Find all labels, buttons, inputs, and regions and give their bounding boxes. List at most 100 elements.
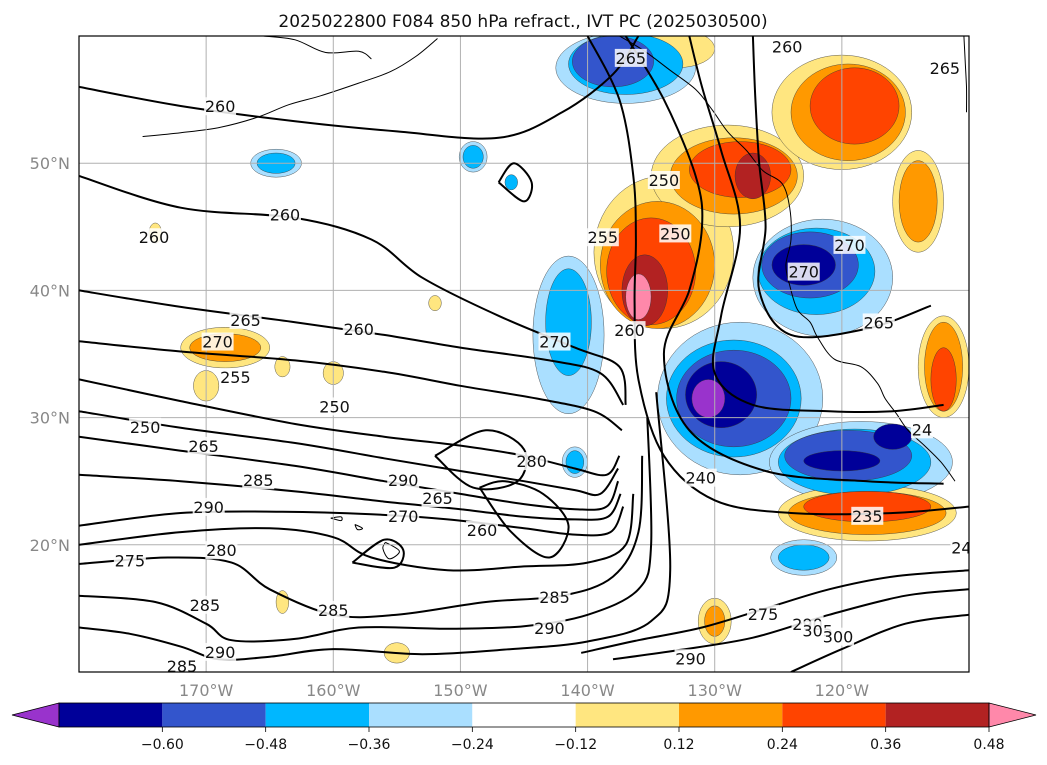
contour-label-bg — [387, 471, 420, 490]
contour-label: 280 — [206, 541, 237, 560]
contour-label-bg — [910, 420, 933, 439]
contour-label-bg — [387, 506, 420, 525]
contour-label: 270 — [834, 236, 865, 255]
coastline — [382, 541, 400, 560]
colorbar-tick-label: 0.36 — [870, 737, 901, 753]
contour-270 — [497, 162, 533, 203]
contour-label-bg — [113, 551, 146, 570]
contour-label: 285 — [243, 471, 274, 490]
x-tick-label: 150°W — [433, 681, 488, 700]
contour-280 — [612, 588, 969, 661]
contour-label-bg — [787, 262, 820, 281]
contour-label: 285 — [167, 657, 198, 676]
contour-265 — [79, 289, 625, 406]
contour-285 — [79, 417, 653, 643]
contour-label: 265 — [930, 59, 961, 78]
contour-label: 265 — [230, 311, 261, 330]
contour-label: 255 — [220, 368, 251, 387]
contour-label-bg — [204, 97, 237, 116]
contour-label: 290 — [534, 619, 565, 638]
contour-label-bg — [538, 332, 571, 351]
contour-275 — [79, 506, 625, 537]
colorbar-tick-label: −0.48 — [244, 737, 287, 753]
contour-label: 280 — [516, 452, 547, 471]
colorbar-tick-label: −0.36 — [348, 737, 391, 753]
contour-280 — [79, 493, 635, 572]
ivt-shaded-region — [809, 67, 900, 145]
contour-260 — [79, 36, 640, 140]
contour-label: 265 — [863, 313, 894, 332]
colorbar-extend-low — [11, 702, 60, 728]
colorbar-tick-label: −0.60 — [141, 737, 184, 753]
contour-label: 290 — [205, 643, 236, 662]
contour-270 — [79, 340, 623, 432]
x-axis-ticks: 170°W 160°W 150°W 140°W 130°W 120°W — [179, 681, 869, 700]
contour-label: 285 — [190, 596, 221, 615]
x-tick-label: 120°W — [815, 681, 870, 700]
contour-label: 260 — [343, 320, 374, 339]
contour-265 — [351, 538, 405, 570]
colorbar-segment — [472, 703, 576, 727]
contour-label-bg — [204, 642, 237, 661]
coastline — [263, 36, 372, 60]
contour-label: 290 — [675, 649, 706, 668]
contour-240 — [624, 36, 944, 485]
contour-label-bg — [219, 368, 252, 387]
contour-label-bg — [165, 656, 198, 672]
contour-labels: 2652602652602602602652702602552502502652… — [113, 37, 971, 676]
ivt-shaded-region — [462, 145, 484, 169]
map-frame — [78, 35, 970, 673]
colorbar-segment — [575, 703, 679, 727]
contour-label: 250 — [130, 418, 161, 437]
contour-label-bg — [515, 452, 548, 471]
contour-label: 250 — [649, 171, 680, 190]
contour-label: 265 — [422, 489, 453, 508]
contour-label: 290 — [193, 498, 224, 517]
ivt-shaded-region — [428, 295, 442, 311]
contour-label: 240 — [685, 469, 716, 488]
colorbar-tick-label: −0.12 — [554, 737, 597, 753]
contour-label-bg — [674, 649, 707, 668]
contour-label-bg — [205, 541, 238, 560]
contour-label-bg — [187, 436, 220, 455]
y-axis-ticks: 20°N 30°N 40°N 50°N — [30, 154, 70, 555]
contour-265 — [79, 410, 619, 497]
contour-label-bg — [342, 319, 375, 338]
contour-label-bg — [242, 471, 275, 490]
contour-label: 270 — [539, 333, 570, 352]
colorbar-segment — [679, 703, 783, 727]
x-tick-label: 160°W — [306, 681, 361, 700]
colorbar-segment — [369, 703, 473, 727]
ivt-shaded-region — [504, 174, 518, 191]
contour-label: 265 — [616, 49, 647, 68]
contour-label: 24 — [951, 539, 971, 558]
contour-305 — [790, 613, 969, 672]
contour-label: 24 — [912, 420, 932, 439]
contour-label-bg — [318, 397, 351, 416]
contour-label: 260 — [270, 205, 301, 224]
colorbar-extend-high — [988, 702, 1037, 728]
contour-label: 255 — [588, 228, 619, 247]
contour-label-bg — [138, 228, 171, 247]
contour-250 — [79, 378, 621, 477]
contour-290 — [79, 392, 672, 661]
ivt-shaded-region — [274, 356, 291, 378]
contour-label: 270 — [202, 333, 233, 352]
x-tick-label: 130°W — [688, 681, 743, 700]
contour-label-bg — [851, 506, 884, 525]
contour-label: 250 — [660, 224, 691, 243]
x-tick-label: 140°W — [560, 681, 615, 700]
contour-label: 275 — [115, 551, 146, 570]
colorbar-tick-label: −0.24 — [451, 737, 494, 753]
contour-235 — [586, 36, 969, 516]
ivt-shaded-region — [625, 273, 652, 320]
contour-label: 275 — [748, 605, 779, 624]
contour-label: 260 — [467, 521, 498, 540]
contour-label-bg — [614, 48, 647, 67]
contour-label-bg — [950, 538, 969, 557]
contour-label: 285 — [318, 601, 349, 620]
ivt-shaded-region — [898, 160, 938, 243]
contour-label: 290 — [388, 471, 419, 490]
coastline — [330, 516, 343, 522]
colorbar-outline — [58, 702, 990, 728]
